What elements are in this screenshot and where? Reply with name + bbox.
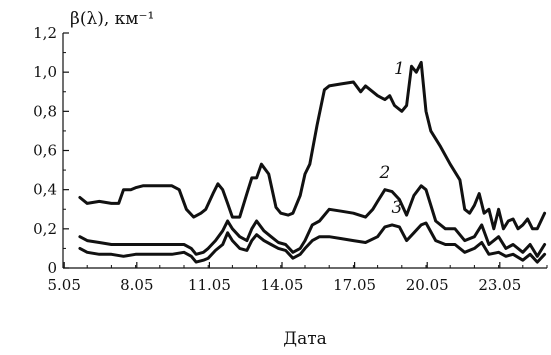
x-tick-label: 17.05 — [333, 276, 376, 294]
y-tick-label: 0,2 — [33, 220, 57, 238]
curve-labels: 1 23 — [378, 59, 404, 218]
curve-label-1: 1 — [394, 59, 405, 79]
x-axis-label: Дата — [283, 329, 327, 349]
x-tick-label: 11.05 — [188, 276, 231, 294]
series-line-1 — [78, 60, 547, 231]
y-tick-label: 1,2 — [33, 24, 57, 42]
x-ticks: 5.05 8.05 11.05 14.05 17.05 20.05 23.05 — [48, 262, 548, 294]
series-line-3 — [78, 221, 547, 264]
x-tick-label: 14.05 — [261, 276, 304, 294]
y-ticks: 0 0,2 0,4 0,6 0,8 1,0 1,2 — [33, 24, 69, 277]
curve-label-3: 3 — [392, 198, 403, 218]
y-tick-label: 0 — [47, 259, 57, 277]
x-tick-label: 8.05 — [120, 276, 153, 294]
curve-label-2: 2 — [378, 163, 390, 183]
series-line-2 — [78, 184, 547, 258]
x-tick-label: 20.05 — [406, 276, 449, 294]
x-tick-label: 5.05 — [48, 276, 81, 294]
y-tick-label: 1,0 — [33, 63, 57, 81]
axes — [62, 33, 547, 269]
y-tick-label: 0,4 — [33, 181, 57, 199]
y-axis-label: β(λ), км⁻¹ — [70, 9, 154, 29]
series-group — [78, 60, 547, 264]
x-tick-label: 23.05 — [478, 276, 521, 294]
y-tick-label: 0,6 — [33, 142, 57, 160]
y-tick-label: 0,8 — [33, 102, 57, 120]
